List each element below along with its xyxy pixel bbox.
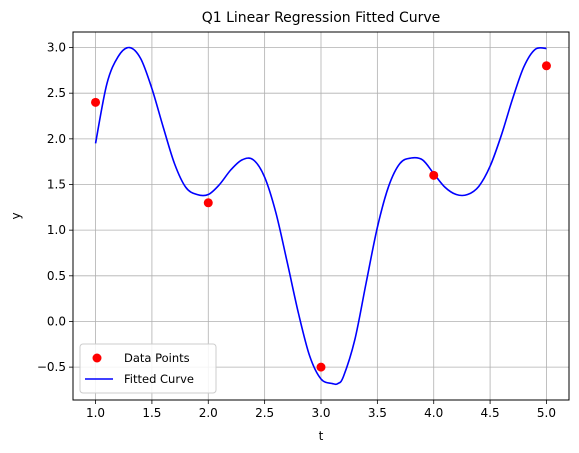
y-ticks: −0.5 0.0 0.5 1.0 1.5 2.0 2.5 3.0: [37, 41, 73, 374]
legend-box: [79, 343, 217, 394]
data-point: [429, 170, 439, 180]
x-tick-label: 1.0: [86, 406, 105, 420]
data-point: [316, 362, 326, 372]
legend-marker-data-points: [92, 353, 102, 363]
x-tick-label: 3.5: [368, 406, 387, 420]
y-axis-label: y: [9, 212, 23, 219]
legend-label-fitted-curve: Fitted Curve: [124, 372, 194, 386]
x-tick-label: 5.0: [537, 406, 556, 420]
chart-title: Q1 Linear Regression Fitted Curve: [202, 10, 441, 26]
y-tick-label: 0.0: [47, 314, 66, 328]
x-tick-label: 4.0: [424, 406, 443, 420]
y-tick-label: 0.5: [47, 269, 66, 283]
x-ticks: 1.0 1.5 2.0 2.5 3.0 3.5 4.0 4.5 5.0: [86, 400, 556, 420]
x-tick-label: 1.5: [142, 406, 161, 420]
x-tick-label: 4.5: [481, 406, 500, 420]
y-tick-label: 1.0: [47, 223, 66, 237]
y-tick-label: 2.0: [47, 132, 66, 146]
fitted-curve-line: [94, 46, 547, 386]
x-axis-label: t: [319, 429, 324, 443]
y-tick-label: 1.5: [47, 177, 66, 191]
x-tick-label: 2.0: [199, 406, 218, 420]
x-tick-label: 2.5: [255, 406, 274, 420]
data-point: [541, 61, 551, 71]
legend-label-data-points: Data Points: [124, 351, 190, 365]
y-tick-label: 3.0: [47, 41, 66, 55]
data-point: [203, 198, 213, 208]
y-tick-label: −0.5: [37, 360, 66, 374]
legend: Data Points Fitted Curve: [79, 343, 217, 394]
series-layer: [91, 46, 551, 386]
y-tick-label: 2.5: [47, 86, 66, 100]
x-tick-label: 3.0: [311, 406, 330, 420]
data-point: [91, 97, 101, 107]
